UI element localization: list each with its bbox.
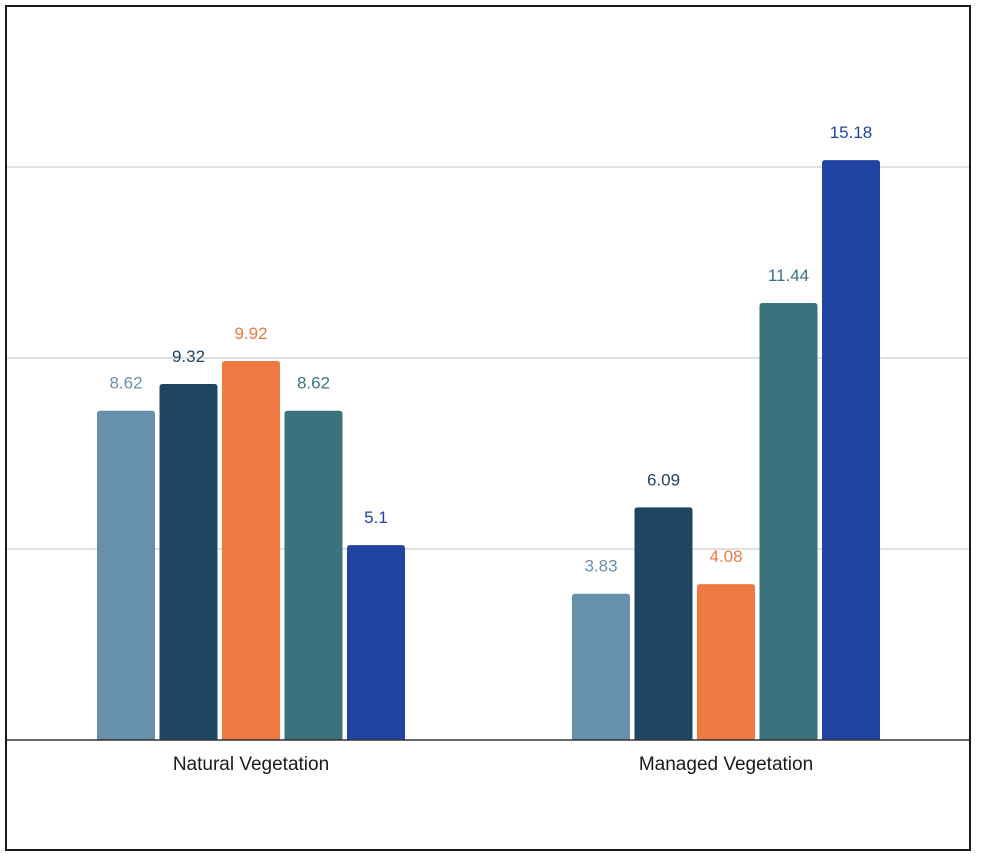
bar-natural-series-2 [159, 383, 218, 740]
bars [97, 160, 880, 740]
value-label-managed-series-2: 6.09 [647, 470, 680, 489]
bar-natural-series-4 [284, 410, 343, 740]
bar-chart: 8.62 9.32 9.92 8.62 5.1 3.83 6.09 4.08 11.44 15.1… [7, 123, 969, 775]
bar-managed-series-4 [759, 302, 818, 740]
bar-natural-series-3 [222, 361, 280, 740]
value-label-managed-series-3: 4.08 [709, 547, 742, 566]
value-label-managed-series-1: 3.83 [584, 557, 617, 576]
chart-frame: 8.62 9.32 9.92 8.62 5.1 3.83 6.09 4.08 11.44 15.1… [5, 5, 971, 851]
bar-natural-series-1 [97, 410, 155, 740]
bar-managed-series-1 [572, 593, 630, 740]
value-labels: 8.62 9.32 9.92 8.62 5.1 3.83 6.09 4.08 11.44 15.1… [109, 123, 872, 576]
value-label-natural-series-2: 9.32 [172, 347, 205, 366]
category-label-natural-vegetation: Natural Vegetation [173, 754, 329, 775]
bar-natural-series-5 [347, 545, 405, 740]
value-label-natural-series-3: 9.92 [234, 324, 267, 343]
bar-managed-series-5 [822, 160, 880, 740]
bar-managed-series-2 [634, 507, 693, 740]
category-label-managed-vegetation: Managed Vegetation [639, 754, 813, 775]
value-label-natural-series-5: 5.1 [364, 508, 388, 527]
category-labels: Natural Vegetation Managed Vegetation [173, 754, 813, 775]
value-label-natural-series-4: 8.62 [297, 374, 330, 393]
value-label-managed-series-5: 15.18 [830, 123, 873, 142]
value-label-managed-series-4: 11.44 [768, 266, 809, 285]
value-label-natural-series-1: 8.62 [109, 374, 142, 393]
bar-managed-series-3 [697, 584, 755, 740]
